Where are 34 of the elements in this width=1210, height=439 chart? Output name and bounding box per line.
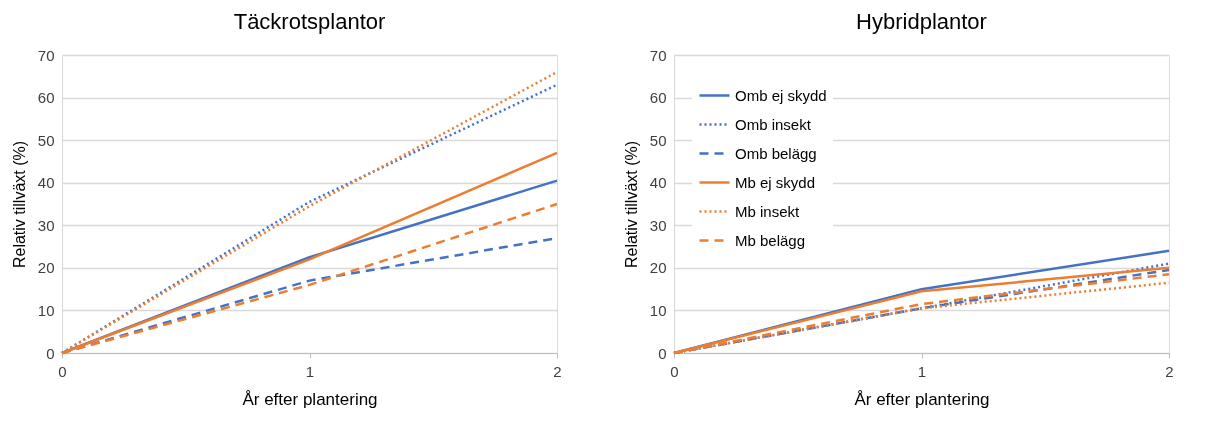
y-tick-label: 40: [649, 174, 667, 192]
x-tick-label: 2: [553, 362, 562, 380]
x-axis-title: År efter plantering: [242, 389, 378, 409]
y-tick-label: 30: [649, 216, 667, 234]
y-tick-label: 50: [37, 131, 55, 149]
legend-label: Omb ej skydd: [735, 86, 827, 104]
legend-label: Omb insekt: [735, 115, 812, 133]
y-tick-label: 70: [649, 46, 667, 64]
legend-label: Mb belägg: [735, 231, 806, 249]
y-tick-label: 70: [37, 46, 55, 64]
y-tick-label: 0: [46, 344, 55, 362]
y-tick-label: 40: [37, 174, 55, 192]
x-tick-label: 1: [305, 362, 315, 380]
y-tick-label: 50: [649, 131, 667, 149]
y-tick-label: 0: [658, 344, 667, 362]
x-axis-title: År efter plantering: [854, 389, 990, 409]
legend-label: Mb insekt: [735, 202, 801, 220]
y-axis-title: Relativ tillväxt (%): [622, 140, 640, 269]
y-tick-label: 10: [649, 301, 667, 319]
y-tick-label: 20: [649, 259, 667, 277]
chart-title: Hybridplantor: [856, 9, 987, 34]
y-tick-label: 30: [37, 216, 55, 234]
y-axis-title: Relativ tillväxt (%): [10, 140, 28, 269]
legend-label: Mb ej skydd: [735, 173, 816, 191]
chart-title: Täckrotsplantor: [233, 9, 386, 34]
x-tick-label: 1: [917, 362, 927, 380]
y-tick-label: 60: [37, 89, 55, 107]
y-tick-label: 20: [37, 259, 55, 277]
legend-label: Omb belägg: [735, 144, 817, 162]
y-tick-label: 10: [37, 301, 55, 319]
x-tick-label: 0: [58, 362, 67, 380]
y-tick-label: 60: [649, 89, 667, 107]
x-tick-label: 2: [1165, 362, 1174, 380]
x-tick-label: 0: [670, 362, 679, 380]
